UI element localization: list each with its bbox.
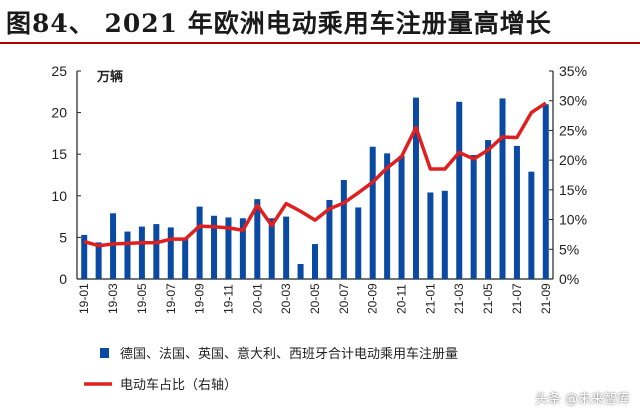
x-tick-label: 20-01 — [250, 283, 264, 314]
bar-19-06 — [153, 224, 160, 279]
bar-21-04 — [470, 155, 477, 279]
bar-20-01 — [254, 199, 261, 279]
right-tick-label: 0% — [559, 271, 579, 287]
x-tick-label: 21-03 — [452, 283, 466, 314]
left-tick-label: 25 — [51, 63, 67, 79]
bar-21-02 — [441, 190, 448, 279]
x-tick-label: 19-07 — [164, 283, 178, 314]
bar-21-09 — [542, 104, 549, 279]
bar-20-09 — [369, 146, 376, 279]
watermark: 头条 @未来智库 — [534, 392, 630, 407]
bar-20-12 — [412, 97, 419, 280]
bar-21-07 — [513, 145, 520, 279]
x-tick-label: 20-11 — [395, 284, 409, 314]
x-tick-label: 20-05 — [308, 283, 322, 314]
bar-20-10 — [384, 153, 391, 279]
left-tick-label: 20 — [51, 105, 67, 121]
title-divider — [0, 42, 640, 44]
bar-20-07 — [340, 179, 347, 279]
right-tick-label: 30% — [559, 93, 587, 109]
x-tick-label: 21-01 — [423, 283, 437, 314]
bar-19-01 — [81, 234, 88, 279]
x-tick-label: 19-05 — [135, 283, 149, 314]
bar-19-05 — [138, 226, 145, 279]
x-tick-label: 20-03 — [279, 283, 293, 314]
bar-19-04 — [124, 231, 131, 279]
bar-20-05 — [312, 244, 318, 279]
left-tick-label: 15 — [51, 146, 67, 162]
bar-20-02 — [268, 218, 275, 279]
bar-19-08 — [182, 239, 189, 279]
right-tick-label: 25% — [559, 122, 587, 138]
bar-19-03 — [110, 213, 117, 279]
legend-line-label: 电动车占比（右轴） — [120, 377, 237, 393]
x-tick-label: 21-05 — [481, 283, 495, 314]
right-tick-label: 15% — [559, 182, 587, 198]
x-tick-label: 21-09 — [539, 283, 553, 314]
legend-bar-swatch — [100, 348, 109, 358]
bar-19-02 — [95, 242, 102, 279]
right-tick-label: 20% — [559, 152, 587, 168]
x-tick-label: 20-07 — [337, 283, 351, 314]
x-tick-label: 21-07 — [510, 283, 524, 314]
bar-21-06 — [499, 98, 506, 280]
x-tick-label: 19-09 — [193, 283, 207, 314]
bar-20-08 — [355, 207, 362, 279]
bar-21-08 — [528, 171, 535, 279]
bar-20-04 — [297, 264, 304, 279]
bar-20-11 — [398, 155, 405, 279]
x-tick-label: 19-03 — [106, 283, 120, 314]
bar-19-07 — [167, 227, 174, 279]
right-tick-label: 5% — [559, 241, 579, 257]
bar-21-01 — [427, 192, 434, 279]
left-tick-label: 10 — [51, 188, 67, 204]
left-tick-label: 0 — [59, 271, 67, 287]
right-tick-label: 35% — [559, 63, 587, 79]
x-tick-label: 19-01 — [77, 283, 91, 314]
y-axis-unit: 万辆 — [96, 69, 123, 85]
right-tick-label: 10% — [559, 212, 587, 228]
bar-19-11 — [225, 217, 232, 279]
chart-title: 图84、 2021 年欧洲电动乘用车注册量高增长 — [6, 9, 552, 38]
bar-21-03 — [456, 101, 463, 279]
left-tick-label: 5 — [59, 229, 67, 245]
bar-21-05 — [485, 140, 492, 279]
bar-19-10 — [211, 215, 218, 279]
bar-19-09 — [196, 206, 203, 279]
bar-19-12 — [239, 218, 246, 279]
legend-bar-label: 德国、法国、英国、意大利、西班牙合计电动乘用车注册量 — [120, 346, 458, 362]
x-tick-label: 20-09 — [366, 283, 380, 314]
bar-20-03 — [283, 216, 290, 279]
x-tick-label: 19-11 — [221, 284, 235, 314]
bar-20-06 — [326, 199, 333, 279]
